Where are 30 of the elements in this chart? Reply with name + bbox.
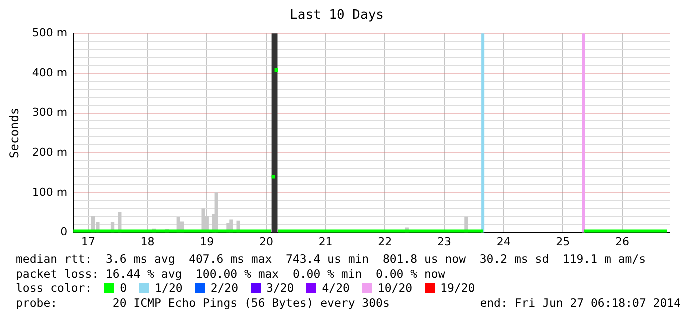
y-axis-title: Seconds (7, 108, 22, 158)
x-tick-label: 24 (496, 235, 511, 248)
x-tick-label: 18 (140, 235, 155, 248)
text: packet loss: 16.44 % avg 100.00 % max 0.00 % min 0.00 % now (16, 266, 446, 281)
legend-label: 3/20 (266, 281, 294, 295)
x-tick-label: 25 (556, 235, 570, 248)
x-tick-label: 17 (81, 235, 96, 248)
legend-label: 4/20 (322, 281, 350, 295)
x-tick-label: 19 (200, 235, 214, 248)
y-tick-label: 400 m (32, 66, 68, 80)
legend-label: 0 (120, 281, 128, 295)
y-tick-label: 500 m (32, 26, 68, 40)
chart-title: Last 10 Days (290, 8, 384, 24)
y-tick-label: 100 m (32, 186, 68, 199)
text: median rtt: 3.6 ms avg 407.6 ms max 743.4 us min 801.8 us now 30.2 ms sd 119.1 m am/s (16, 252, 648, 266)
text: probe: 20 ICMP Echo Pings (56 Bytes) every 300s (16, 296, 390, 310)
legend-label: 2/20 (210, 281, 239, 295)
y-tick-label: 200 m (32, 146, 68, 159)
text: end: Fri Jun 27 06:18:07 2014 (480, 296, 681, 310)
x-tick-label: 21 (318, 235, 333, 248)
y-tick-label: 0 (60, 226, 68, 239)
legend-label: 19/20 (440, 281, 476, 295)
legend-title: loss color: (16, 281, 92, 295)
x-tick-label: 26 (616, 235, 630, 248)
x-tick-label: 22 (378, 235, 392, 248)
legend-label: 1/20 (155, 281, 183, 295)
y-tick-label: 300 m (32, 106, 68, 120)
x-tick-label: 23 (438, 235, 452, 248)
legend-label: 10/20 (378, 281, 413, 295)
x-tick-label: 20 (259, 235, 274, 248)
